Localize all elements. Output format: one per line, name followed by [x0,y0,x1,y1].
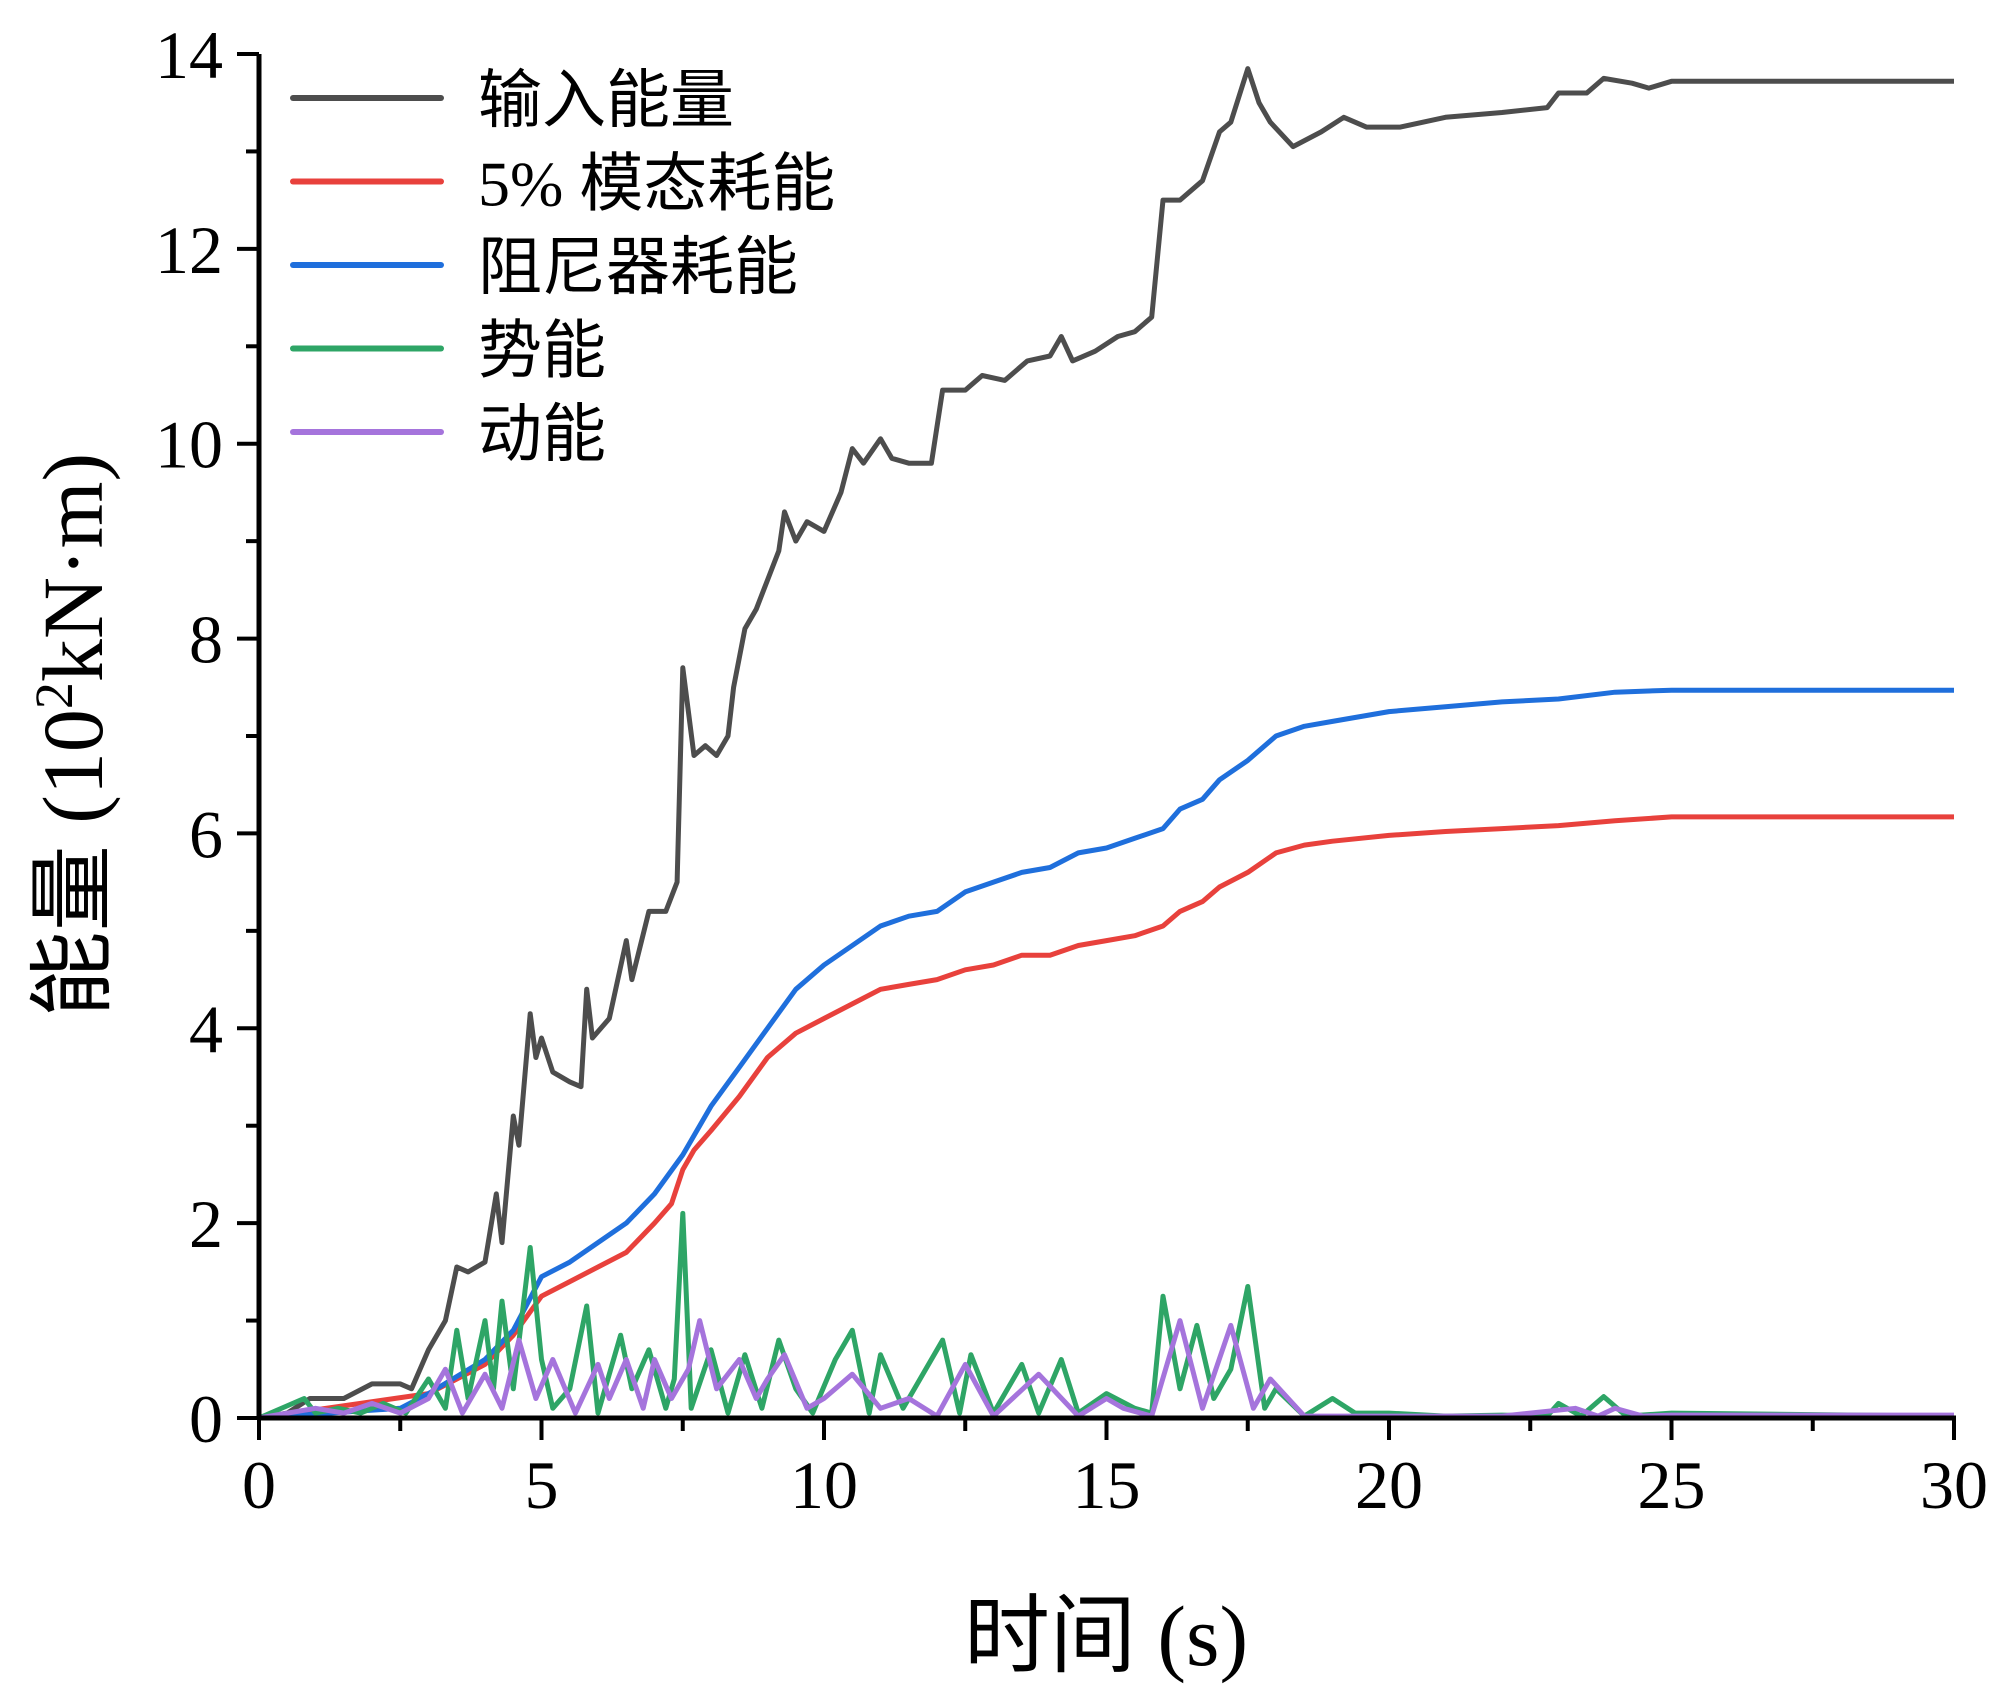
legend-label-4: 动能 [478,399,606,470]
x-tick-label: 10 [790,1447,858,1523]
y-tick-label: 10 [155,407,223,483]
y-axis-title-sup: 2 [24,682,84,709]
x-tick-label: 25 [1638,1447,1706,1523]
series-line-4 [258,1318,1954,1421]
x-tick-label: 20 [1355,1447,1423,1523]
y-tick-label: 14 [155,17,223,93]
legend-label-3: 势能 [478,316,606,387]
x-tick-label: 15 [1073,1447,1141,1523]
series-line-2 [258,687,1954,1421]
series-layer [258,66,1955,1421]
y-tick-label: 0 [189,1381,223,1457]
x-tick-label: 0 [242,1447,276,1523]
y-tick-label: 6 [189,796,223,872]
y-tick-label: 2 [189,1186,223,1262]
legend-label-2: 阻尼器耗能 [478,232,798,303]
y-tick-label: 4 [189,991,223,1067]
x-tick-label: 30 [1920,1447,1988,1523]
series-line-1 [258,814,1954,1421]
y-tick-label: 12 [155,212,223,288]
legend-label-1: 5% 模态耗能 [478,149,835,220]
y-tick-label: 8 [189,602,223,678]
x-tick-label: 5 [525,1447,559,1523]
y-axis-title-tail: kN·m) [25,453,121,682]
y-axis-title-main: 能量 (10 [25,709,121,1017]
y-axis-title: 能量 (102kN·m) [24,453,121,1017]
x-axis-title: 时间 (s) [964,1588,1248,1684]
series-line-3 [258,1210,1955,1421]
legend-label-0: 输入能量 [478,65,734,136]
axes-layer: 0 5 10 15 20 25 30 0 2 4 6 8 10 12 14 [155,17,1988,1523]
series-line-0 [258,66,1954,1421]
